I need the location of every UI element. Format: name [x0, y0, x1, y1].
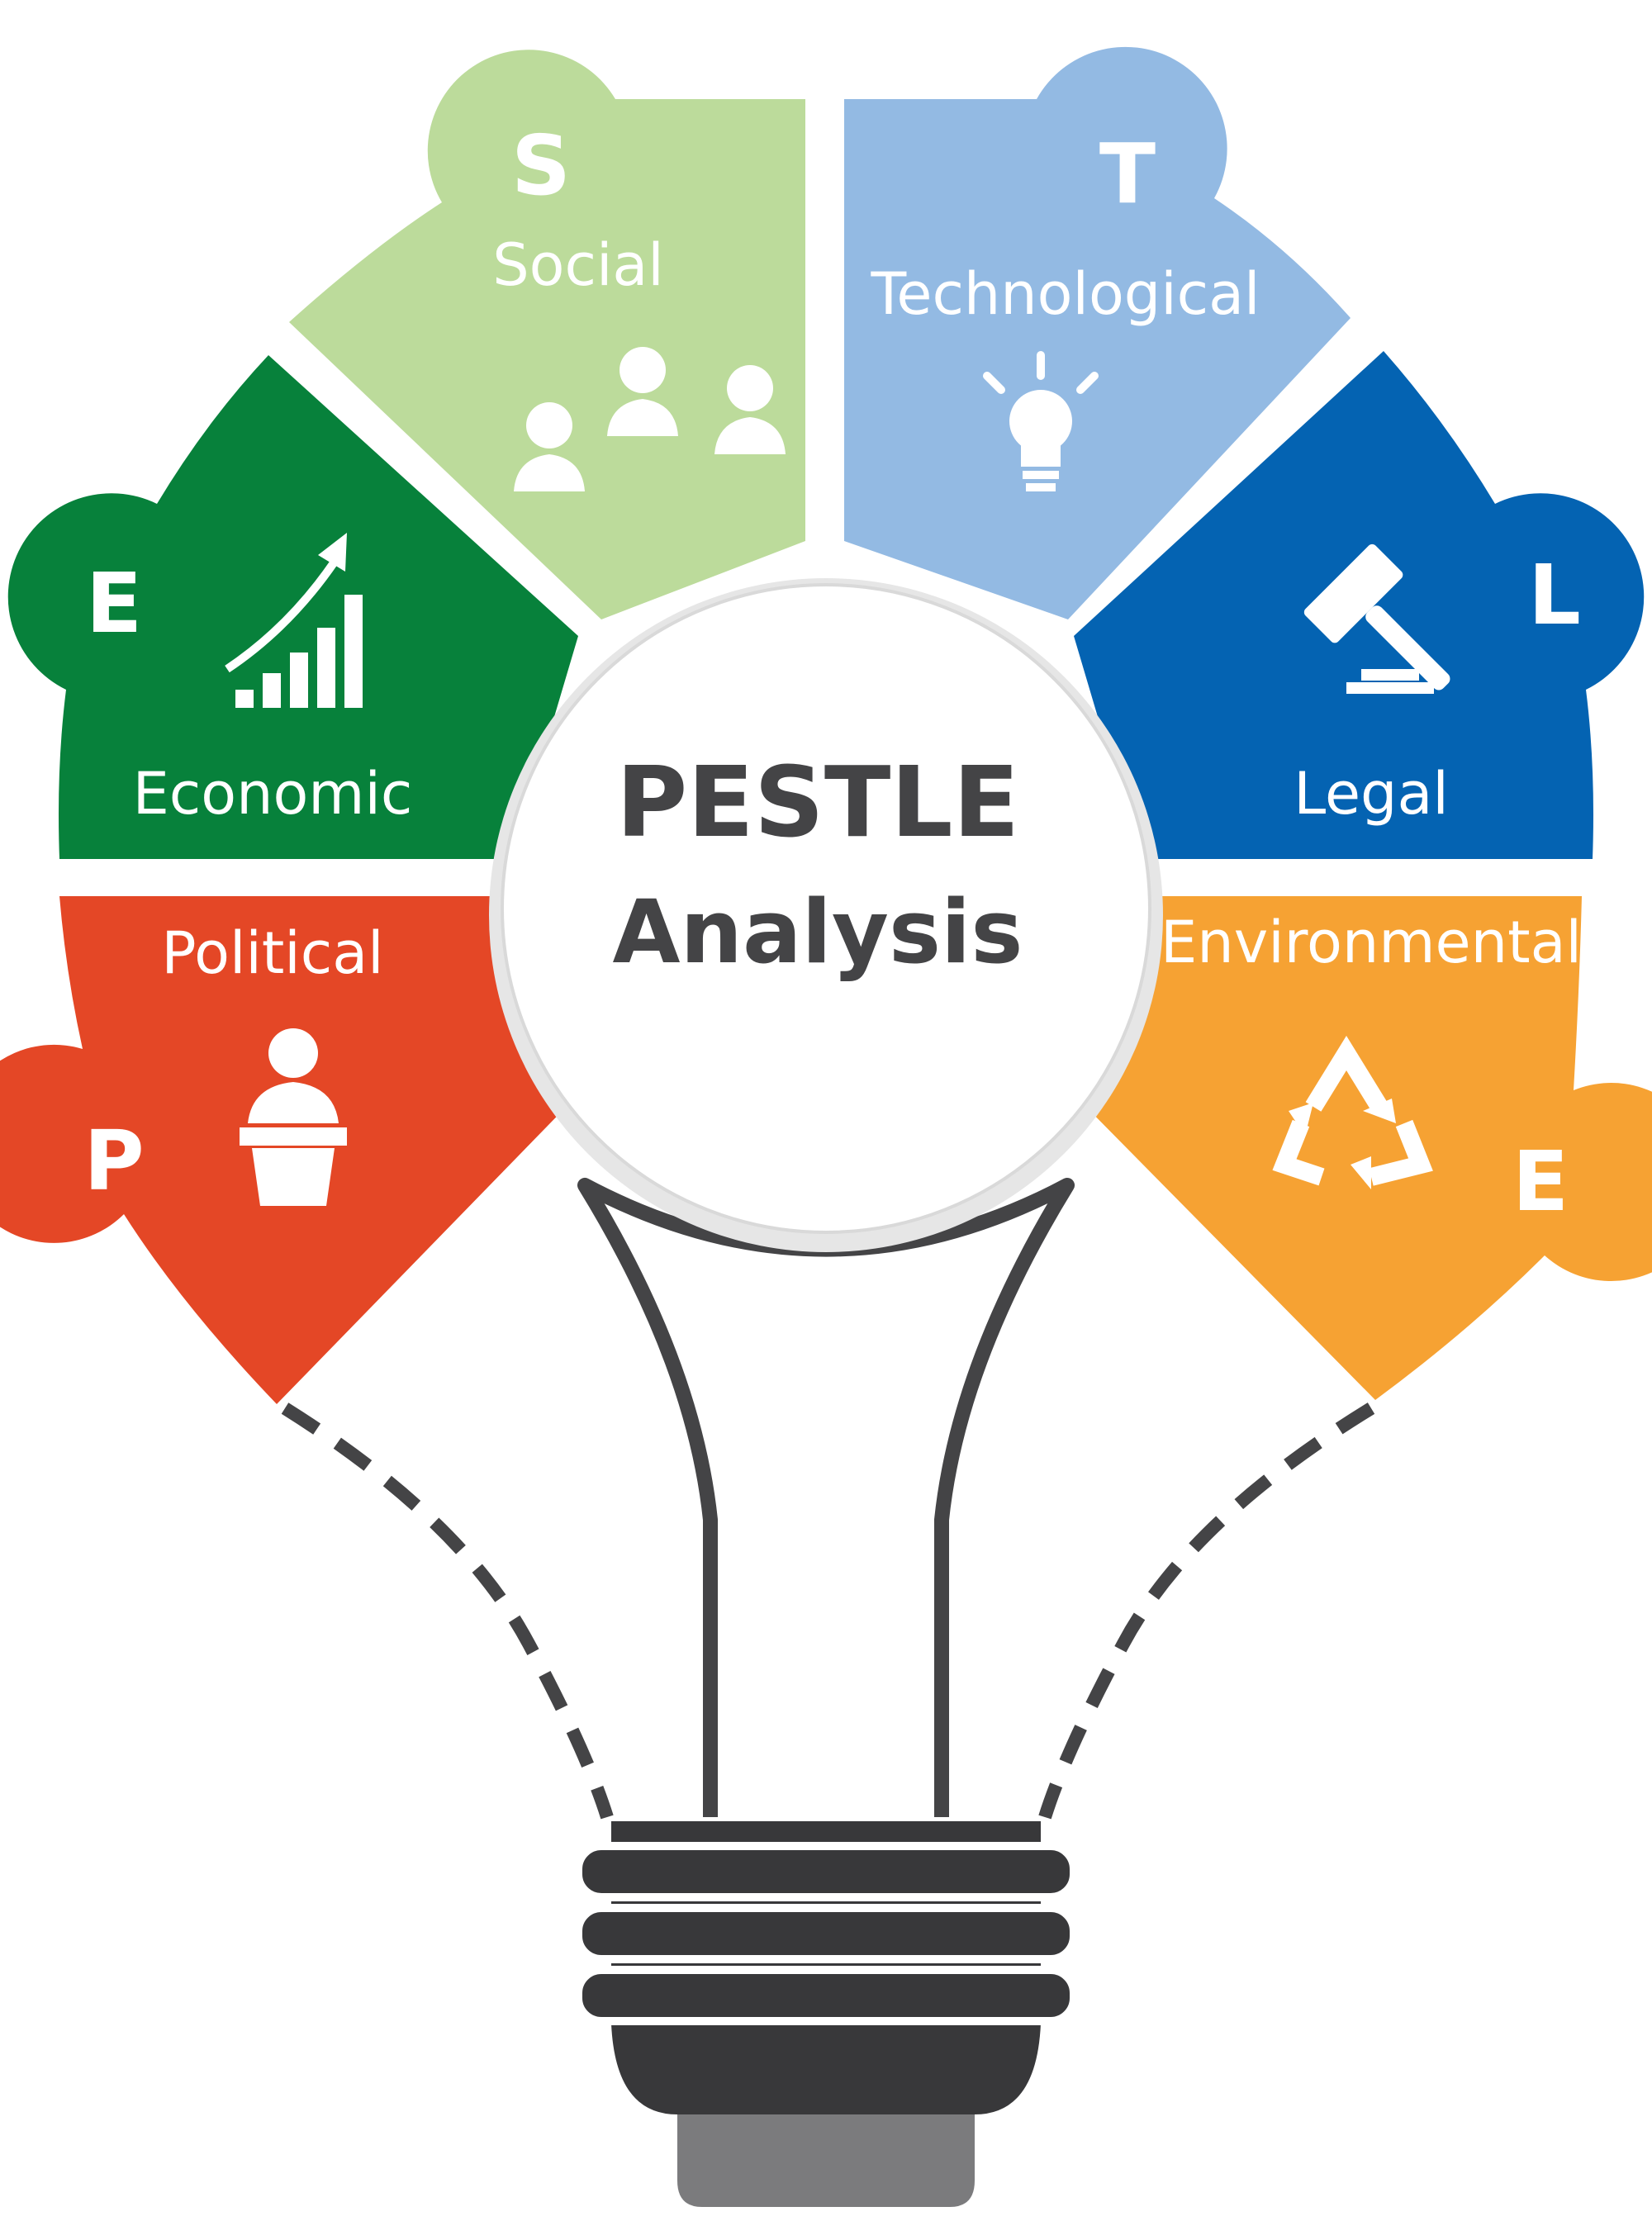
segment-social-letter: S — [511, 117, 571, 214]
center-circle: PESTLE Analysis — [489, 578, 1163, 1252]
gavel-icon — [1303, 543, 1450, 694]
bulb-filament — [577, 1178, 1075, 1817]
people-group-icon — [514, 347, 786, 491]
segment-environmental-letter: E — [1512, 1133, 1569, 1230]
segment-legal: L Legal — [1074, 351, 1645, 859]
segment-technological-shape — [844, 46, 1351, 619]
speaker-podium-icon — [240, 1028, 347, 1206]
segment-environmental-shape — [1074, 896, 1652, 1400]
bulb-dashed-outline — [281, 1402, 1375, 1820]
segment-political: P Political — [0, 896, 578, 1404]
segment-legal-label: Legal — [1294, 760, 1449, 828]
bulb-screw-threads — [574, 1842, 1078, 2025]
segment-political-label: Political — [161, 919, 383, 987]
recycle-icon — [1272, 1036, 1433, 1189]
segment-technological: T Technological — [844, 46, 1351, 619]
segment-social: S Social — [289, 50, 805, 619]
segment-economic: E Economic — [7, 355, 579, 859]
segment-economic-letter: E — [86, 555, 142, 652]
center-title: PESTLE — [616, 745, 1019, 859]
bulb-base — [574, 1821, 1078, 2207]
segment-political-letter: P — [83, 1113, 144, 1209]
bulb-tip — [677, 2098, 975, 2207]
segment-economic-label: Economic — [133, 760, 413, 828]
bar-chart-growth-icon — [225, 533, 363, 708]
segment-technological-label: Technological — [871, 260, 1260, 328]
segment-legal-letter: L — [1528, 547, 1581, 643]
segment-social-label: Social — [492, 231, 664, 299]
segment-technological-letter: T — [1099, 126, 1156, 222]
segment-social-shape — [289, 50, 805, 619]
center-subtitle: Analysis — [613, 881, 1023, 983]
lightbulb-icon — [983, 351, 1099, 491]
segment-environmental: E Environmental — [1074, 896, 1652, 1400]
segment-environmental-label: Environmental — [1161, 909, 1582, 976]
segment-economic-shape — [7, 355, 579, 859]
